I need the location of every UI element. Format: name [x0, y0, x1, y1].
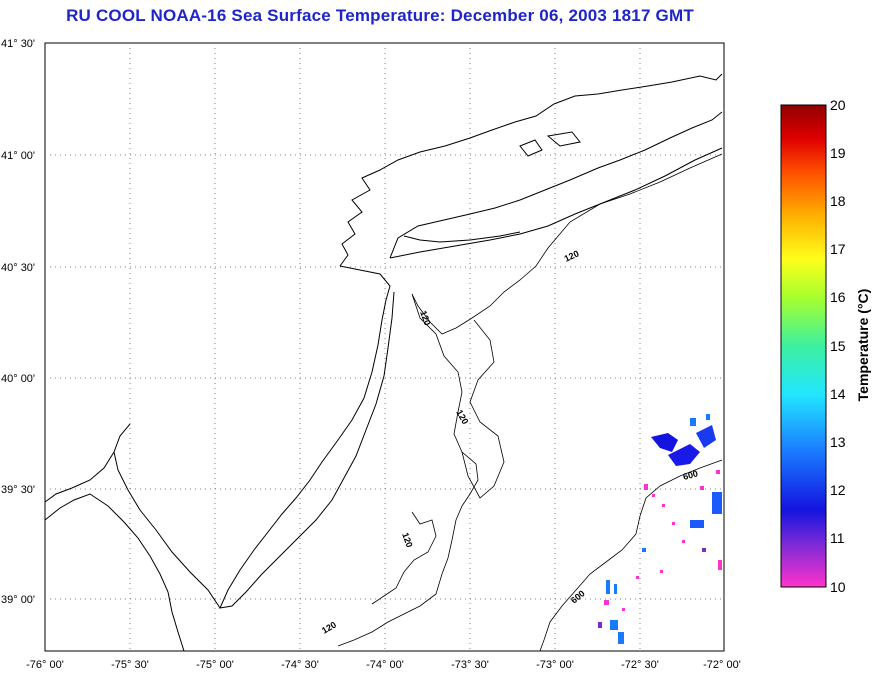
sst-pixel [642, 548, 646, 552]
colorbar-tick: 10 [830, 579, 846, 595]
coast-island [546, 131, 581, 147]
sst-pixel [716, 470, 720, 474]
sst-pixel [652, 494, 655, 497]
colorbar-label: Temperature (°C) [855, 289, 871, 402]
lat-label: 41° 30' [1, 38, 35, 50]
sst-pixel [606, 580, 610, 594]
isobath-label: 600 [682, 468, 699, 482]
isobath-contour [411, 153, 723, 595]
colorbar-tick: 20 [830, 97, 846, 113]
colorbar-tick: 14 [830, 386, 846, 402]
sst-patch [651, 433, 678, 452]
coast-long-island-south [389, 147, 723, 259]
lon-label: -72° 30' [621, 659, 659, 671]
latitude-labels: 41° 30' 41° 00' 40° 30' 40° 00' 39° 30' … [1, 38, 35, 606]
isobath-contour [337, 593, 437, 647]
colorbar-tick: 13 [830, 434, 846, 450]
sst-pixel [712, 492, 722, 514]
sst-pixel [690, 418, 696, 426]
sst-pixels [598, 414, 722, 644]
lat-label: 39° 30' [1, 484, 35, 496]
map-title: RU COOL NOAA-16 Sea Surface Temperature:… [66, 6, 694, 25]
sst-patch [668, 444, 700, 466]
coast-connecticut [339, 73, 723, 267]
lon-label: -74° 30' [281, 659, 319, 671]
isobath-contour [539, 459, 723, 652]
sst-pixel [672, 522, 675, 525]
sst-pixel [614, 584, 617, 594]
sst-pixel [644, 484, 648, 490]
sst-pixel [660, 570, 663, 573]
colorbar-tick: 15 [830, 338, 846, 354]
colorbar-tick: 11 [830, 530, 845, 546]
sst-pixel [610, 620, 618, 630]
coast-island [519, 139, 543, 157]
lat-label: 39° 00' [1, 594, 35, 606]
sst-pixel [604, 600, 609, 605]
sst-pixel [718, 560, 722, 570]
lon-label: -73° 30' [451, 659, 489, 671]
sst-pixel [702, 548, 706, 552]
sst-pixel [700, 486, 704, 490]
isobath-label: 120 [400, 531, 415, 549]
colorbar-ticks: 20 19 18 17 16 15 14 13 12 11 10 [830, 97, 846, 595]
colorbar-tick: 17 [830, 241, 846, 257]
coast-long-island-north [389, 111, 723, 259]
coast-estuary [403, 231, 521, 243]
coast-delaware-bay [44, 423, 221, 609]
sst-pixel [622, 608, 625, 611]
colorbar-tick: 18 [830, 193, 846, 209]
lat-label: 41° 00' [1, 150, 35, 162]
sst-pixel [682, 540, 685, 543]
lon-label: -75° 00' [196, 659, 234, 671]
lat-label: 40° 00' [1, 373, 35, 385]
sst-pixel [706, 414, 710, 420]
colorbar-tick: 12 [830, 482, 846, 498]
lon-label: -74° 00' [366, 659, 404, 671]
sst-pixel [690, 520, 704, 528]
lon-label: -76° 00' [26, 659, 64, 671]
colorbar [780, 104, 827, 588]
sst-pixel [636, 576, 639, 579]
longitude-labels: -76° 00' -75° 30' -75° 00' -74° 30' -74°… [26, 659, 741, 671]
isobath-label: 120 [418, 309, 433, 327]
sst-patch [696, 425, 716, 448]
coastline [44, 73, 723, 652]
lon-label: -75° 30' [111, 659, 149, 671]
lon-label: -72° 00' [703, 659, 741, 671]
isobath-contour [371, 511, 437, 605]
sst-pixel [598, 622, 602, 628]
lon-label: -73° 00' [536, 659, 574, 671]
coast-delaware [44, 493, 185, 652]
graticule [45, 43, 724, 651]
isobath-contour [461, 319, 505, 499]
coast-new-jersey [219, 265, 395, 609]
isobaths [337, 153, 723, 652]
map-frame [44, 42, 725, 652]
sst-pixel [662, 504, 665, 507]
colorbar-tick: 19 [830, 145, 846, 161]
lat-label: 40° 30' [1, 262, 35, 274]
sst-pixel [618, 632, 624, 644]
colorbar-tick: 16 [830, 289, 846, 305]
